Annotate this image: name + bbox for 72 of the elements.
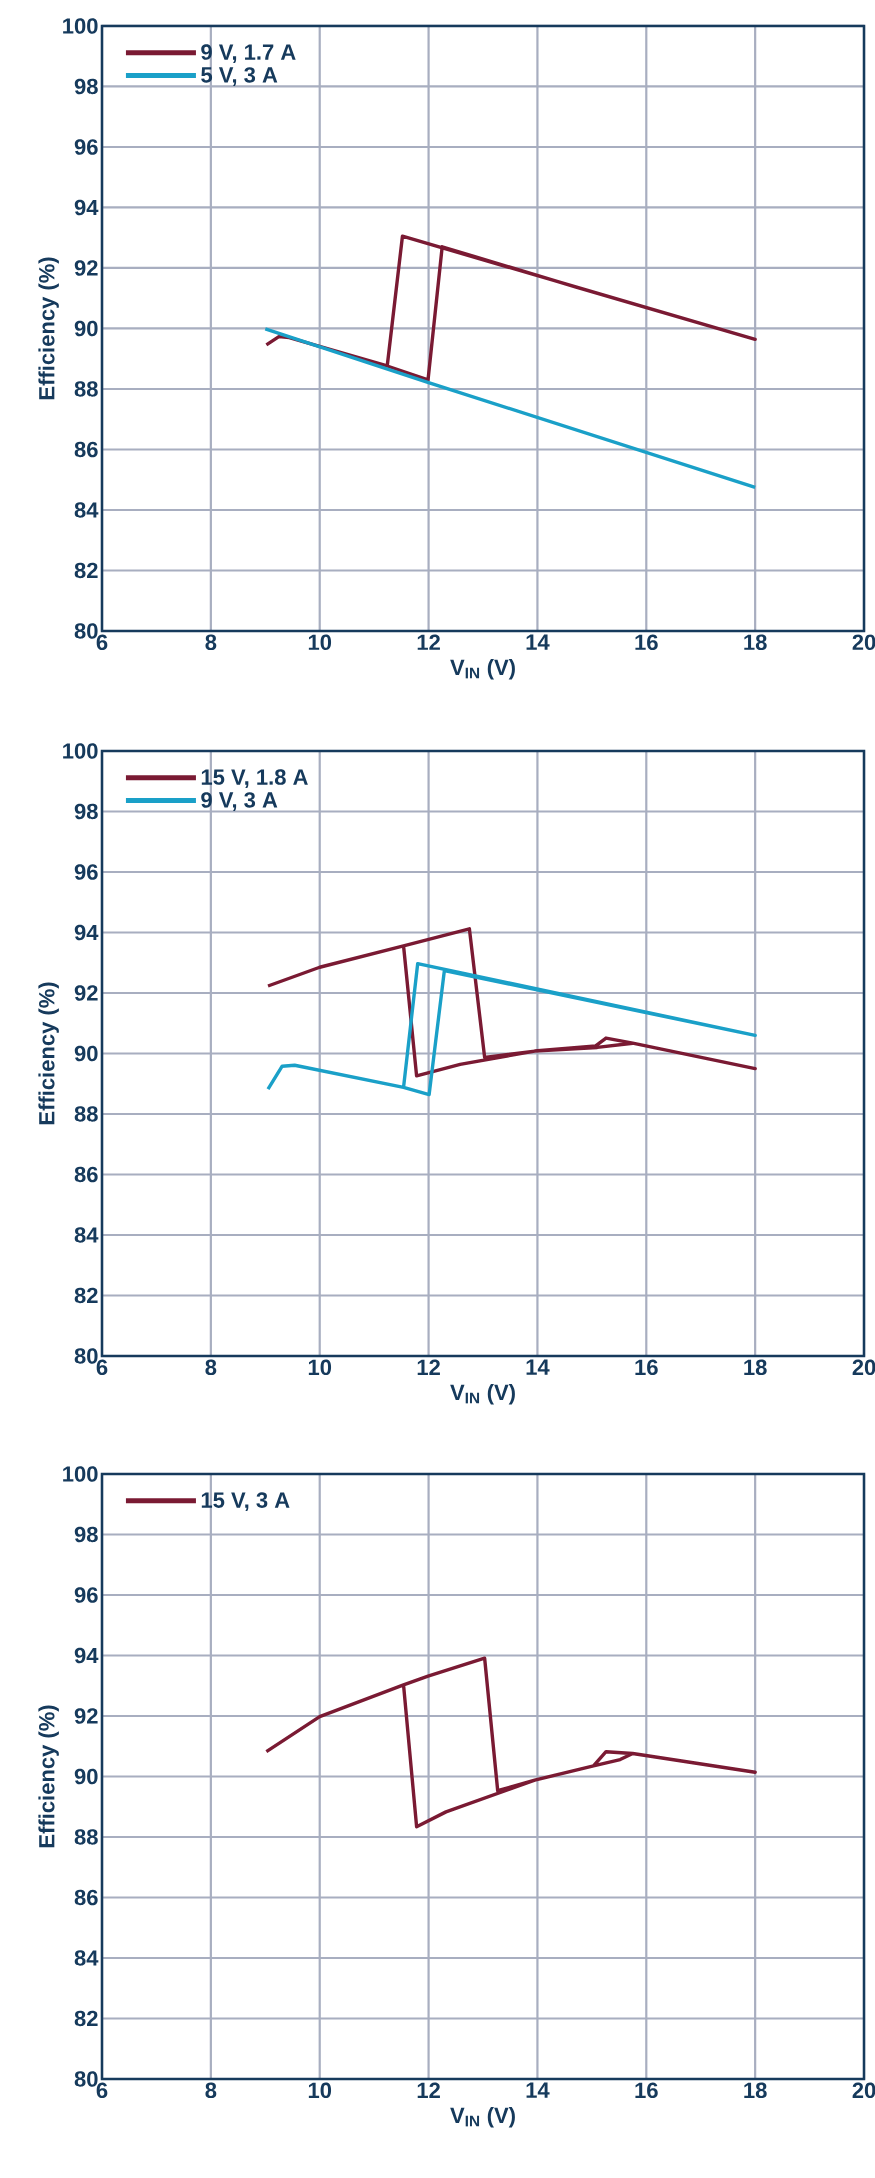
x-tick-label: 14 <box>526 634 550 650</box>
y-tick-label: 86 <box>74 441 98 458</box>
x-tick-label: 12 <box>417 2082 440 2098</box>
legend-label: 15 V, 3 A <box>201 1492 290 1512</box>
line-series <box>264 1656 757 1829</box>
legend-label: 9 V, 3 A <box>201 792 278 811</box>
y-tick-label: 96 <box>74 864 98 880</box>
line-series <box>266 927 757 1078</box>
x-tick-label: 10 <box>308 1359 332 1376</box>
line-series <box>264 234 757 382</box>
legend-label: 15 V, 1.8 A <box>201 769 308 789</box>
legend-label: 9 V, 1.7 A <box>201 44 296 64</box>
x-tick-label: 18 <box>744 634 767 651</box>
x-tick-label: 8 <box>205 634 217 651</box>
x-tick-label: 14 <box>526 1359 550 1375</box>
y-tick-label: 84 <box>74 1227 99 1243</box>
y-tick-label: 90 <box>74 1045 98 1062</box>
y-tick-label: 88 <box>74 1829 98 1845</box>
x-tick-label: 6 <box>96 1359 108 1376</box>
y-tick-label: 84 <box>74 502 99 518</box>
x-tick-label: 16 <box>635 634 658 651</box>
x-tick-label: 12 <box>417 634 440 650</box>
y-tick-label: 94 <box>74 199 99 216</box>
y-tick-label: 88 <box>74 1106 98 1122</box>
y-tick-label: 86 <box>74 1166 98 1183</box>
x-axis-title: V$_{IN}$ (V) <box>450 2106 515 2128</box>
y-tick-label: 90 <box>74 320 98 337</box>
x-tick-label: 16 <box>635 2082 658 2099</box>
legend-label: 5 V, 3 A <box>201 67 278 86</box>
y-tick-label: 98 <box>74 803 98 820</box>
y-tick-label: 82 <box>74 562 98 579</box>
x-tick-label: 14 <box>526 2082 550 2098</box>
x-tick-label: 18 <box>744 2082 767 2099</box>
y-axis-title: Efficiency (%) <box>38 257 59 400</box>
y-tick-label: 92 <box>74 985 98 1001</box>
y-axis-title: Efficiency (%) <box>38 1705 59 1848</box>
y-tick-label: 94 <box>74 924 99 941</box>
y-tick-label: 80 <box>74 1348 98 1364</box>
y-tick-label: 98 <box>74 1526 98 1543</box>
x-tick-label: 20 <box>852 2082 875 2099</box>
x-tick-label: 20 <box>852 634 875 651</box>
y-tick-label: 82 <box>74 1287 98 1304</box>
x-axis-title: V$_{IN}$ (V) <box>450 1383 515 1405</box>
y-tick-label: 92 <box>74 1708 98 1724</box>
y-tick-label: 84 <box>74 1950 99 1966</box>
y-tick-label: 92 <box>74 260 98 276</box>
x-tick-label: 18 <box>744 1359 767 1376</box>
y-tick-label: 100 <box>63 18 98 34</box>
x-tick-label: 8 <box>205 2082 217 2099</box>
x-tick-label: 10 <box>308 634 332 651</box>
y-tick-label: 94 <box>74 1647 99 1664</box>
y-tick-label: 100 <box>63 1466 98 1482</box>
x-tick-label: 8 <box>205 1359 217 1376</box>
x-tick-label: 6 <box>96 634 108 651</box>
y-tick-label: 98 <box>74 78 98 95</box>
y-tick-label: 96 <box>74 1587 98 1603</box>
y-axis-title: Efficiency (%) <box>38 982 59 1125</box>
y-tick-label: 96 <box>74 139 98 155</box>
x-tick-label: 10 <box>308 2082 332 2099</box>
y-tick-label: 100 <box>63 743 98 759</box>
y-tick-label: 90 <box>74 1768 98 1785</box>
x-tick-label: 12 <box>417 1359 440 1375</box>
y-tick-label: 88 <box>74 381 98 397</box>
y-tick-label: 80 <box>74 2071 98 2087</box>
x-axis-title: V$_{IN}$ (V) <box>450 658 515 680</box>
x-tick-label: 6 <box>96 2082 108 2099</box>
x-tick-label: 20 <box>852 1359 875 1376</box>
x-tick-label: 16 <box>635 1359 658 1376</box>
y-tick-label: 86 <box>74 1889 98 1906</box>
y-tick-label: 82 <box>74 2010 98 2027</box>
line-series <box>266 961 757 1097</box>
y-tick-label: 80 <box>74 623 98 639</box>
